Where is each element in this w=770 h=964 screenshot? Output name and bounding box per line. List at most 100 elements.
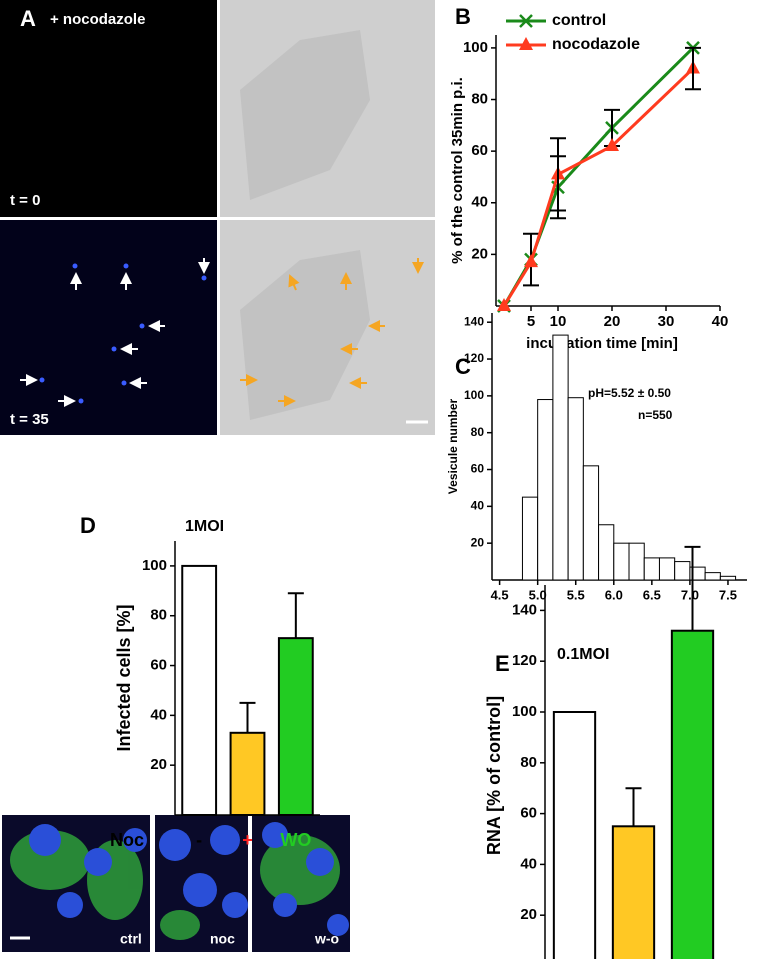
histogram-bar — [658, 557, 676, 581]
histogram-bar — [628, 542, 645, 581]
histogram-bar — [552, 334, 569, 581]
y-tick-label: 140 — [512, 601, 537, 618]
panel-label: B — [455, 4, 471, 29]
line — [502, 46, 695, 307]
x-tick-label: 7.0 — [681, 587, 699, 602]
fluor-image-t35 — [0, 220, 217, 435]
condition-label: + nocodazole — [50, 11, 145, 28]
legend-label: nocodazole — [552, 36, 640, 53]
vesicles — [39, 263, 207, 404]
annotation: n=550 — [638, 408, 673, 422]
bar — [552, 711, 597, 964]
y-tick-label: 40 — [471, 499, 485, 513]
image-label: w-o — [314, 931, 339, 947]
panel-label: E — [495, 651, 510, 676]
x-tick-label: 30 — [658, 313, 675, 330]
arrows — [20, 258, 210, 407]
y-tick-label: 40 — [471, 194, 488, 211]
legend-marker — [519, 14, 533, 28]
panel-label: C — [455, 354, 471, 379]
panel-d-images: ctrl noc w-o — [2, 815, 350, 952]
error-bar — [625, 787, 642, 827]
bar — [611, 825, 656, 964]
panel-label: D — [80, 513, 96, 538]
error-bar — [287, 592, 304, 639]
error-bar — [550, 137, 566, 212]
y-axis-label: Infected cells [%] — [114, 604, 134, 751]
x-tick-label: WO — [280, 830, 311, 850]
bar — [277, 637, 314, 816]
legend-marker — [519, 37, 533, 50]
x-tick-label: 20 — [604, 313, 621, 330]
marker — [605, 137, 619, 151]
time-label: t = 35 — [10, 411, 49, 428]
x-tick-label: 4.5 — [491, 587, 509, 602]
histogram-bar — [643, 557, 660, 581]
chart-title: 1MOI — [185, 518, 224, 535]
histogram-bar — [613, 542, 630, 581]
marker — [497, 298, 511, 311]
image-label: ctrl — [120, 931, 142, 947]
y-tick-label: 60 — [471, 462, 485, 476]
x-tick-label: 5.5 — [567, 587, 585, 602]
x-axis-label: incubation time [min] — [526, 335, 678, 352]
y-tick-label: 80 — [150, 607, 167, 624]
histogram-bar — [521, 496, 539, 581]
time-label: t = 0 — [10, 192, 40, 209]
y-tick-label: 20 — [471, 245, 488, 262]
y-axis-label: RNA [% of control] — [484, 696, 504, 855]
x-tick-label: 5 — [527, 313, 535, 330]
x-tick-label: 6.0 — [605, 587, 623, 602]
x-tick-label: 7.5 — [719, 587, 737, 602]
x-tick-label: 6.5 — [643, 587, 661, 602]
y-tick-label: 20 — [471, 535, 485, 549]
histogram-bar — [674, 561, 691, 581]
legend-label: control — [552, 12, 606, 29]
y-tick-label: 140 — [464, 314, 484, 328]
y-tick-label: 100 — [512, 703, 537, 720]
x-axis-label: Noc — [110, 830, 144, 850]
histogram-bar — [537, 399, 554, 581]
annotation: pH=5.52 ± 0.50 — [588, 386, 671, 400]
y-tick-label: 40 — [520, 855, 537, 872]
image-label: noc — [210, 931, 235, 947]
bar — [229, 731, 266, 816]
y-tick-label: 80 — [520, 754, 537, 771]
bar — [181, 564, 218, 817]
y-axis-label: % of the control 35min p.i. — [449, 77, 466, 264]
y-tick-label: 100 — [142, 557, 167, 574]
error-bar — [684, 545, 701, 631]
y-axis-label: Vesicule number — [446, 398, 460, 494]
y-tick-label: 40 — [150, 706, 167, 723]
x-tick-label: 10 — [550, 313, 567, 330]
error-bar — [685, 46, 701, 91]
histogram-bar — [704, 572, 721, 581]
histogram-bar — [598, 524, 615, 581]
marker — [524, 254, 538, 268]
y-tick-label: 60 — [150, 657, 167, 674]
histogram-bar — [567, 397, 584, 581]
y-tick-label: 60 — [471, 142, 488, 159]
y-tick-label: 60 — [520, 805, 537, 822]
y-tick-label: 80 — [471, 90, 488, 107]
histogram-bar — [719, 575, 737, 581]
cell-shape — [240, 250, 370, 420]
y-tick-label: 120 — [512, 652, 537, 669]
x-tick-label: 5.0 — [529, 587, 547, 602]
y-tick-label: 120 — [464, 351, 484, 365]
x-tick-label: 40 — [712, 313, 729, 330]
arrows — [240, 258, 424, 407]
histogram-bar — [582, 465, 600, 581]
error-bar — [239, 701, 256, 733]
x-tick-label: + — [242, 830, 253, 850]
chart-title: 0.1MOI — [557, 646, 609, 663]
panel-label: A — [20, 6, 36, 31]
line — [502, 67, 695, 307]
y-tick-label: 20 — [520, 906, 537, 923]
panel-a: A + nocodazole t = 0 t = 35 — [0, 0, 435, 435]
bar — [670, 629, 715, 964]
x-tick-label: - — [196, 830, 202, 850]
fluor-image-t0 — [0, 0, 217, 217]
y-tick-label: 100 — [464, 388, 484, 402]
